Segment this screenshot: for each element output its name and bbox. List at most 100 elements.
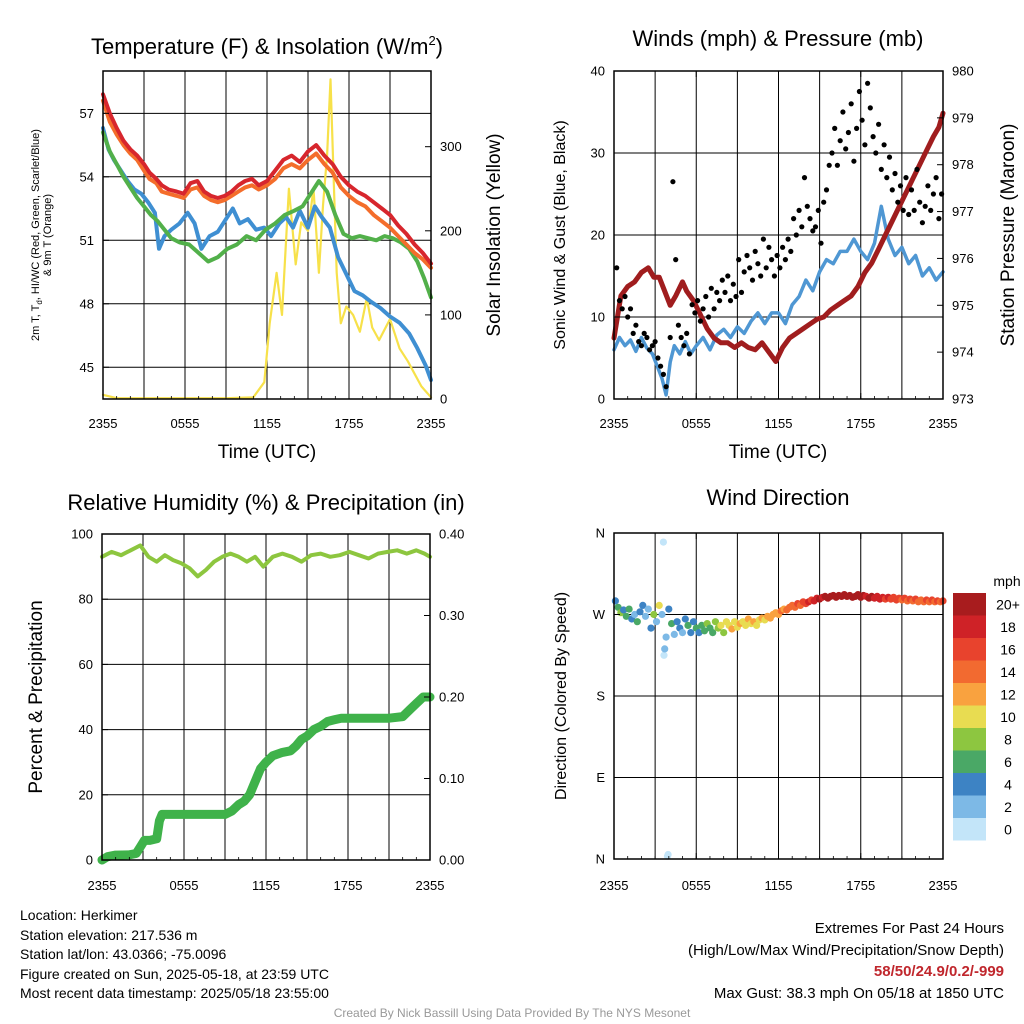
wind-direction-point: [700, 627, 709, 635]
temperature-hiwc-line: [101, 126, 433, 382]
pressure-y-axis-label: Station Pressure (Maroon): [998, 124, 1019, 347]
temperature-2m-line: [101, 92, 433, 266]
y-tick-label: 20: [591, 228, 605, 243]
colorbar-swatch: [953, 593, 986, 616]
wind-direction-point: [717, 621, 725, 630]
gust-point: [752, 248, 758, 254]
x-tick-label: 1755: [846, 878, 875, 893]
x-tick-label: 1155: [253, 416, 281, 431]
gust-point: [843, 146, 849, 152]
gust-point: [777, 265, 783, 271]
winds-grid: [614, 71, 943, 399]
gust-point: [829, 150, 835, 156]
gust-point: [859, 117, 865, 123]
wind-direction-point: [622, 612, 630, 620]
humidity-grid: [102, 534, 430, 860]
gust-point: [782, 257, 789, 263]
y-tick-label: 0: [86, 853, 93, 868]
gust-point: [649, 343, 656, 349]
gust-point: [738, 289, 745, 295]
gust-point: [862, 142, 868, 148]
figure-created: Figure created on Sun, 2025-05-18, at 23…: [20, 965, 329, 982]
y-tick-label: E: [596, 770, 605, 785]
x-tick-label: 0555: [171, 416, 200, 431]
gust-point: [695, 298, 701, 304]
insolation-line: [101, 78, 433, 400]
gust-point: [714, 289, 720, 295]
y-tick-label: 40: [591, 64, 605, 79]
y-tick-label: S: [596, 689, 605, 704]
gust-point: [641, 330, 647, 336]
gust-point: [936, 216, 942, 222]
gust-point: [780, 244, 786, 250]
gust-point: [933, 175, 939, 181]
gust-point: [834, 162, 841, 168]
gust-point: [892, 170, 898, 177]
gust-point: [652, 339, 658, 345]
x-tick-label: 1755: [335, 416, 364, 431]
y-tick-label: 0: [598, 392, 605, 407]
sonic-wind-line: [612, 204, 945, 397]
wind-direction-panel: Wind Direction 2355 0555 1155 1755 2355 N E S W N…: [553, 485, 1021, 893]
wind-direction-point: [660, 651, 668, 659]
wind-direction-point: [728, 625, 736, 633]
extremes-values: 58/50/24.9/0.2/-999: [873, 963, 1004, 980]
gust-point: [823, 187, 830, 193]
temperature-y-axis-label: 2m T, Td, HI/WC (Red, Green, Scarlet/Blu…: [30, 129, 44, 341]
y-right-tick-label: 0: [440, 392, 447, 407]
gust-point: [922, 203, 928, 209]
winds-y-axis-label: Sonic Wind & Gust (Blue, Black): [552, 120, 569, 349]
gust-point: [815, 207, 821, 213]
station-pressure-line: [611, 110, 946, 364]
gust-point: [627, 306, 634, 312]
wind-direction-grid: [614, 533, 943, 859]
gust-point: [854, 125, 860, 131]
station-latlon: Station lat/lon: 43.0366; -75.0096: [20, 946, 227, 962]
wind-direction-point: [742, 621, 750, 630]
gust-point: [876, 121, 882, 127]
colorbar-swatch: [953, 615, 986, 638]
humidity-series: [97, 543, 435, 865]
gust-point: [717, 298, 723, 304]
wind-direction-point: [665, 605, 673, 613]
y-tick-label: 80: [79, 592, 93, 607]
gust-point: [730, 281, 736, 287]
wind-direction-point: [614, 603, 622, 611]
gust-point: [870, 134, 876, 140]
y-right-tick-label: 975: [952, 298, 974, 313]
gust-point: [845, 129, 852, 136]
x-tick-label: 1155: [765, 416, 793, 431]
gust-point: [744, 252, 750, 259]
gust-point: [725, 273, 731, 279]
gust-point: [663, 384, 669, 390]
colorbar-swatch: [953, 683, 986, 706]
gust-point: [886, 154, 893, 160]
y-tick-label: 48: [80, 296, 94, 311]
wind-direction-point: [611, 597, 620, 605]
temperature-x-axis-label: Time (UTC): [218, 442, 317, 463]
gust-point: [804, 203, 810, 209]
gust-point: [889, 187, 895, 193]
wind-direction-point: [662, 633, 670, 641]
colorbar-label: 10: [1000, 709, 1016, 725]
gust-point: [763, 265, 769, 271]
gust-point: [667, 334, 673, 341]
wind-direction-axes: 2355 0555 1155 1755 2355 N E S W N: [593, 526, 958, 894]
gust-point: [895, 199, 901, 205]
gust-point: [678, 334, 684, 341]
wind-direction-point: [661, 645, 669, 653]
x-tick-label: 2355: [600, 878, 629, 893]
winds-pressure-panel: Winds (mph) & Pressure (mb) 2355 0555 1155…: [552, 26, 1019, 463]
gust-point: [807, 216, 813, 222]
gust-point: [791, 216, 797, 222]
y-tick-label: 10: [591, 310, 605, 325]
y-tick-label: N: [596, 852, 605, 867]
gust-point: [897, 183, 904, 189]
gust-point: [692, 310, 698, 316]
y-right-tick-label: 977: [952, 204, 974, 219]
colorbar-swatch: [953, 728, 986, 751]
gust-point: [749, 277, 756, 283]
y-right-tick-label: 300: [440, 139, 462, 154]
gust-point: [614, 265, 620, 271]
gust-point: [769, 257, 775, 263]
